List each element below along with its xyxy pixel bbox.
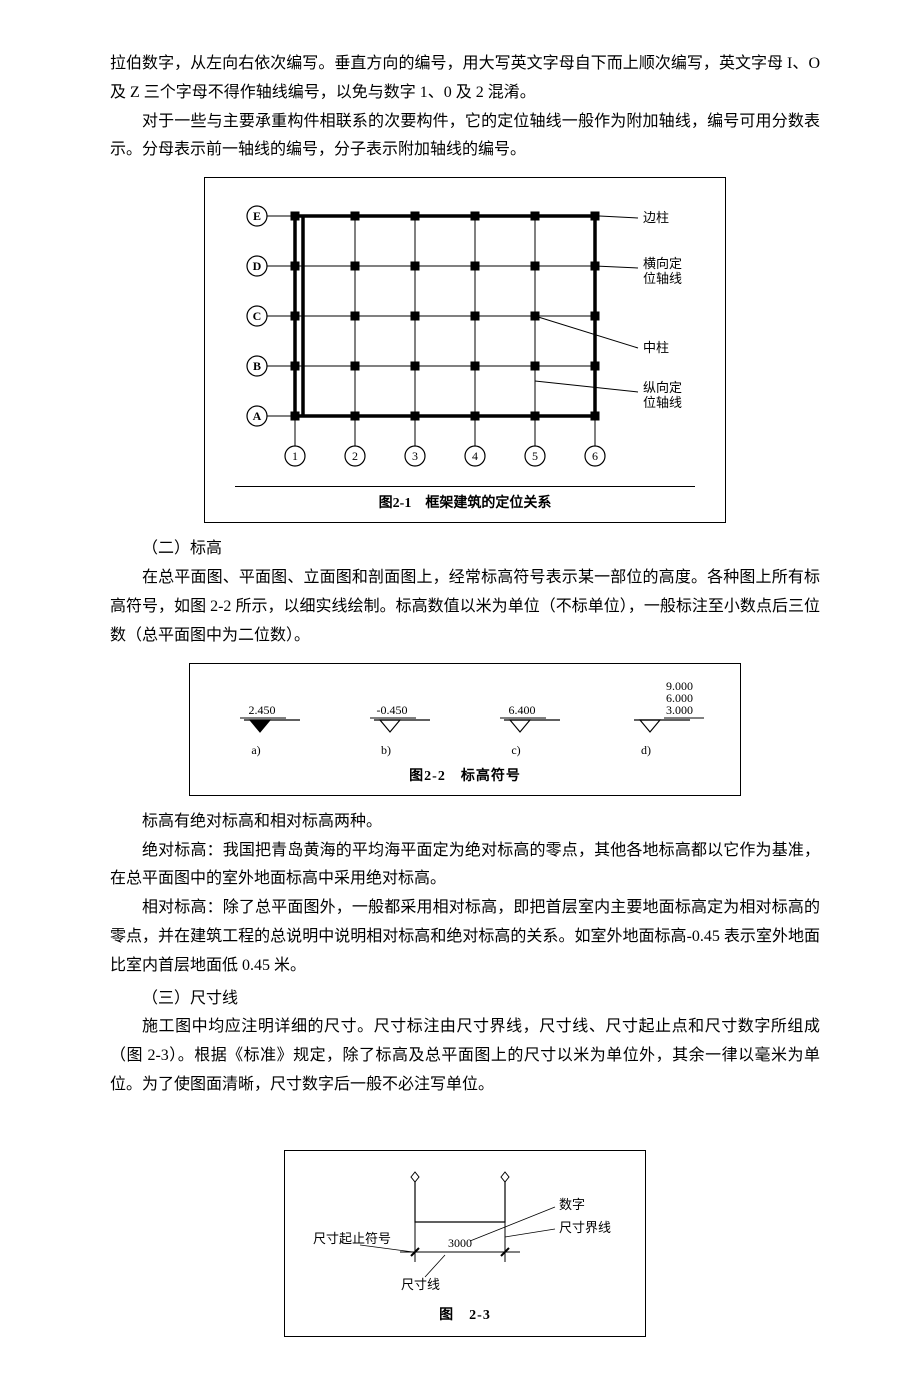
paragraph-7: 施工图中均应注明详细的尺寸。尺寸标注由尺寸界线，尺寸线、尺寸起止点和尺寸数字所组… [110,1013,820,1099]
paragraph-3: 在总平面图、平面图、立面图和剖面图上，经常标高符号表示某一部位的高度。各种图上所… [110,564,820,650]
svg-text:5: 5 [532,449,538,463]
svg-text:a): a) [251,743,260,757]
svg-text:尺寸起止符号: 尺寸起止符号 [313,1231,391,1246]
figure-3-container: 3000 数字尺寸界线尺寸起止符号尺寸线 图 2-3 [110,1150,820,1337]
svg-text:2: 2 [352,449,358,463]
svg-text:边柱: 边柱 [643,210,669,225]
svg-text:横向定: 横向定 [643,256,682,271]
svg-text:D: D [253,259,262,273]
svg-text:E: E [253,209,261,223]
svg-text:c): c) [511,743,520,757]
svg-text:尺寸线: 尺寸线 [401,1277,440,1292]
paragraph-6: 相对标高：除了总平面图外，一般都采用相对标高，即把首层室内主要地面标高定为相对标… [110,894,820,980]
figure-2-box: 2.450a)-0.450b)6.400c)9.0006.0003.000d) … [189,663,741,796]
svg-text:b): b) [381,743,391,757]
paragraph-4: 标高有绝对标高和相对标高两种。 [110,808,820,837]
figure-3-svg: 3000 数字尺寸界线尺寸起止符号尺寸线 [305,1167,625,1297]
svg-text:3000: 3000 [448,1236,472,1250]
figure-1-svg: EDCBA123456边柱横向定位轴线中柱纵向定位轴线 [235,196,695,476]
figure-3-box: 3000 数字尺寸界线尺寸起止符号尺寸线 图 2-3 [284,1150,646,1337]
paragraph-5: 绝对标高：我国把青岛黄海的平均海平面定为绝对标高的零点，其他各地标高都以它作为基… [110,837,820,895]
figure-2-caption: 图2-2 标高符号 [200,764,730,789]
svg-text:A: A [253,409,262,423]
figure-1-caption: 图2-1 框架建筑的定位关系 [235,486,695,516]
svg-text:尺寸界线: 尺寸界线 [559,1220,611,1235]
svg-text:位轴线: 位轴线 [643,271,682,286]
figure-1-container: EDCBA123456边柱横向定位轴线中柱纵向定位轴线 图2-1 框架建筑的定位… [110,177,820,523]
svg-text:6.400: 6.400 [509,703,536,717]
svg-text:2.450: 2.450 [249,703,276,717]
svg-text:C: C [253,309,262,323]
figure-1-box: EDCBA123456边柱横向定位轴线中柱纵向定位轴线 图2-1 框架建筑的定位… [204,177,726,523]
section-2-title: （二）标高 [110,535,820,564]
figure-2-container: 2.450a)-0.450b)6.400c)9.0006.0003.000d) … [110,663,820,796]
svg-text:中柱: 中柱 [643,340,669,355]
svg-text:1: 1 [292,449,298,463]
svg-text:d): d) [641,743,651,757]
svg-text:3: 3 [412,449,418,463]
section-3-title: （三）尺寸线 [110,985,820,1014]
svg-text:-0.450: -0.450 [377,703,408,717]
svg-text:位轴线: 位轴线 [643,395,682,410]
svg-text:6: 6 [592,449,598,463]
paragraph-1: 拉伯数字，从左向右依次编写。垂直方向的编号，用大写英文字母自下而上顺次编写，英文… [110,50,820,108]
svg-text:数字: 数字 [559,1197,585,1212]
paragraph-2: 对于一些与主要承重构件相联系的次要构件，它的定位轴线一般作为附加轴线，编号可用分… [110,108,820,166]
figure-2-svg: 2.450a)-0.450b)6.400c)9.0006.0003.000d) [200,678,730,758]
svg-text:3.000: 3.000 [666,703,693,717]
svg-text:纵向定: 纵向定 [643,380,682,395]
figure-3-caption: 图 2-3 [305,1303,625,1328]
svg-text:4: 4 [472,449,478,463]
svg-text:B: B [253,359,261,373]
